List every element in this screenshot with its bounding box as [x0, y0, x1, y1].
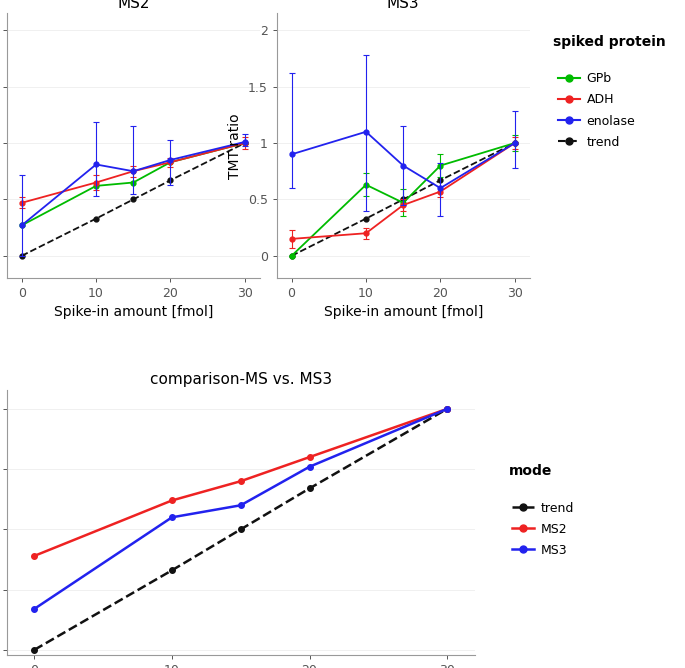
Legend: trend, MS2, MS3: trend, MS2, MS3: [507, 496, 579, 562]
Y-axis label: TMT ratio: TMT ratio: [228, 113, 242, 178]
Text: B: B: [232, 0, 246, 3]
Title: MS2: MS2: [117, 0, 149, 11]
Text: spiked protein: spiked protein: [553, 35, 666, 49]
X-axis label: Spike-in amount [fmol]: Spike-in amount [fmol]: [323, 305, 483, 319]
Legend: GPb, ADH, enolase, trend: GPb, ADH, enolase, trend: [553, 67, 640, 154]
X-axis label: Spike-in amount [fmol]: Spike-in amount [fmol]: [53, 305, 213, 319]
Title: comparison-MS vs. MS3: comparison-MS vs. MS3: [149, 372, 332, 387]
Title: MS3: MS3: [387, 0, 419, 11]
Text: mode: mode: [509, 464, 553, 478]
